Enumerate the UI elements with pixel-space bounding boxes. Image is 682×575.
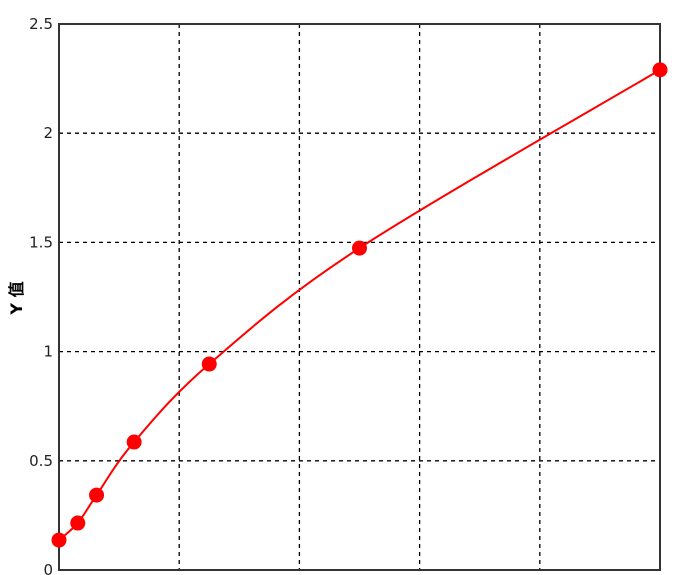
y-tick-label: 1 — [43, 343, 53, 361]
data-point — [126, 434, 142, 450]
grid — [59, 24, 660, 570]
y-ticks: 0 0.5 1 1.5 2 2.5 — [29, 15, 53, 575]
x-tick-label: 600 — [405, 572, 434, 575]
x-tick-label: 0 — [54, 572, 64, 575]
y-tick-label: 2 — [43, 124, 53, 142]
y-axis-label: Y 值 — [7, 281, 26, 315]
x-tick-label: 200 — [165, 572, 194, 575]
y-tick-label: 2.5 — [29, 15, 53, 33]
data-point — [89, 487, 105, 503]
x-tick-label: 400 — [285, 572, 314, 575]
y-tick-label: 1.5 — [29, 233, 53, 251]
fit-curve — [58, 69, 661, 541]
y-tick-label: 0 — [43, 561, 53, 575]
data-point — [51, 532, 67, 548]
plot-frame — [58, 23, 661, 571]
x-tick-label: 1000 — [641, 572, 679, 575]
y-tick-label: 0.5 — [29, 452, 53, 470]
data-point — [652, 62, 668, 78]
data-point — [201, 356, 217, 372]
x-ticks: 0 200 400 600 800 1000 — [54, 572, 679, 575]
x-tick-label: 800 — [525, 572, 554, 575]
data-point — [70, 515, 86, 531]
data-points — [51, 62, 668, 548]
data-point — [352, 240, 367, 256]
